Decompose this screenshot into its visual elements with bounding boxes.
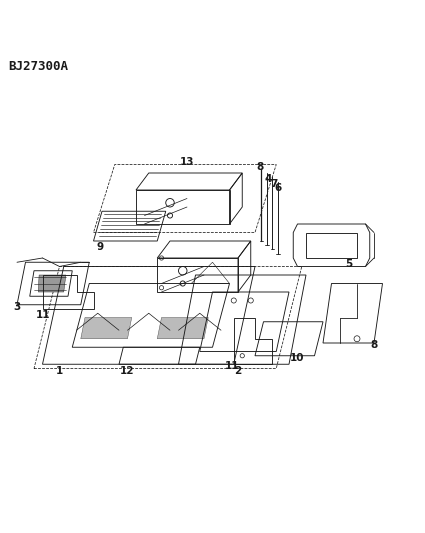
- Text: 3: 3: [13, 302, 21, 312]
- Text: 9: 9: [96, 243, 103, 252]
- Text: 13: 13: [180, 157, 194, 167]
- Text: BJ27300A: BJ27300A: [8, 60, 68, 74]
- Text: 5: 5: [345, 260, 352, 269]
- Text: 6: 6: [275, 183, 282, 193]
- Polygon shape: [38, 275, 66, 292]
- Text: 12: 12: [120, 366, 135, 376]
- Text: 11: 11: [224, 361, 239, 372]
- Polygon shape: [157, 318, 208, 339]
- Text: 1: 1: [56, 366, 63, 376]
- Text: 8: 8: [256, 161, 264, 172]
- Text: 4: 4: [264, 174, 272, 184]
- Polygon shape: [81, 318, 132, 339]
- Text: 7: 7: [270, 179, 278, 189]
- Text: 11: 11: [36, 310, 51, 320]
- Text: 8: 8: [370, 340, 378, 350]
- Text: 10: 10: [290, 353, 305, 363]
- Text: 2: 2: [234, 366, 242, 376]
